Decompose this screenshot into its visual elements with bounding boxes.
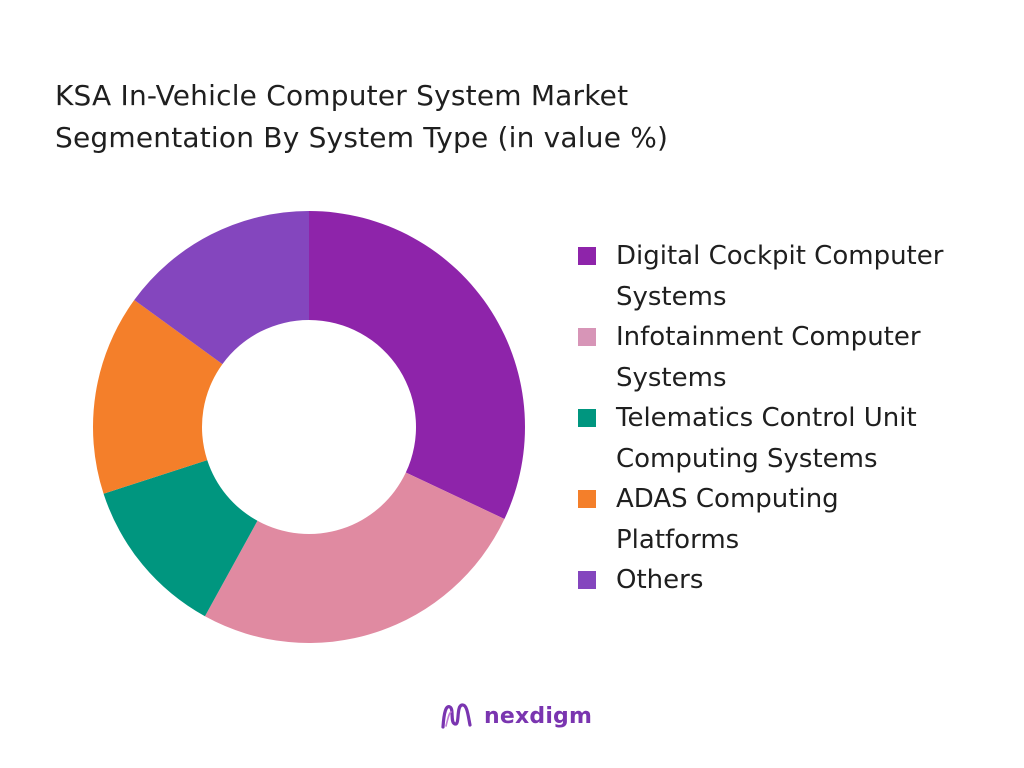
legend-label-infotainment: Infotainment Computer Systems	[616, 322, 921, 393]
legend-label-others: Others	[616, 565, 704, 595]
legend-swatch-telematics	[578, 409, 596, 427]
donut-slice-1	[309, 211, 525, 519]
brand-mark-icon	[441, 703, 472, 729]
donut-slices	[93, 211, 525, 643]
legend-swatch-adas	[578, 490, 596, 508]
legend-item-others: Others	[578, 560, 1008, 601]
chart-title-line-2: Segmentation By System Type (in value %)	[55, 120, 669, 154]
donut-slice-2	[204, 472, 505, 643]
donut-slice-4	[93, 300, 223, 494]
legend-item-telematics: Telematics Control Unit Computing System…	[578, 398, 1008, 479]
donut-slice-3	[103, 460, 258, 617]
legend-item-digital-cockpit: Digital Cockpit Computer Systems	[578, 236, 1008, 317]
brand-name: nexdigm	[484, 703, 593, 729]
legend-swatch-digital-cockpit	[578, 247, 596, 265]
chart-title-line-1: KSA In-Vehicle Computer System Market	[55, 78, 629, 112]
legend-item-adas: ADAS Computing Platforms	[578, 479, 1008, 560]
legend-swatch-others	[578, 571, 596, 589]
brand-logo: nexdigm	[438, 696, 608, 736]
donut-slice-5	[134, 211, 309, 365]
chart-legend: Digital Cockpit Computer Systems Infotai…	[578, 236, 1008, 601]
legend-item-infotainment: Infotainment Computer Systems	[578, 317, 1008, 398]
legend-label-telematics: Telematics Control Unit Computing System…	[616, 403, 917, 474]
chart-title: KSA In-Vehicle Computer System Market Se…	[55, 75, 875, 159]
legend-label-digital-cockpit: Digital Cockpit Computer Systems	[616, 241, 944, 312]
legend-label-adas: ADAS Computing Platforms	[616, 484, 839, 555]
legend-swatch-infotainment	[578, 328, 596, 346]
